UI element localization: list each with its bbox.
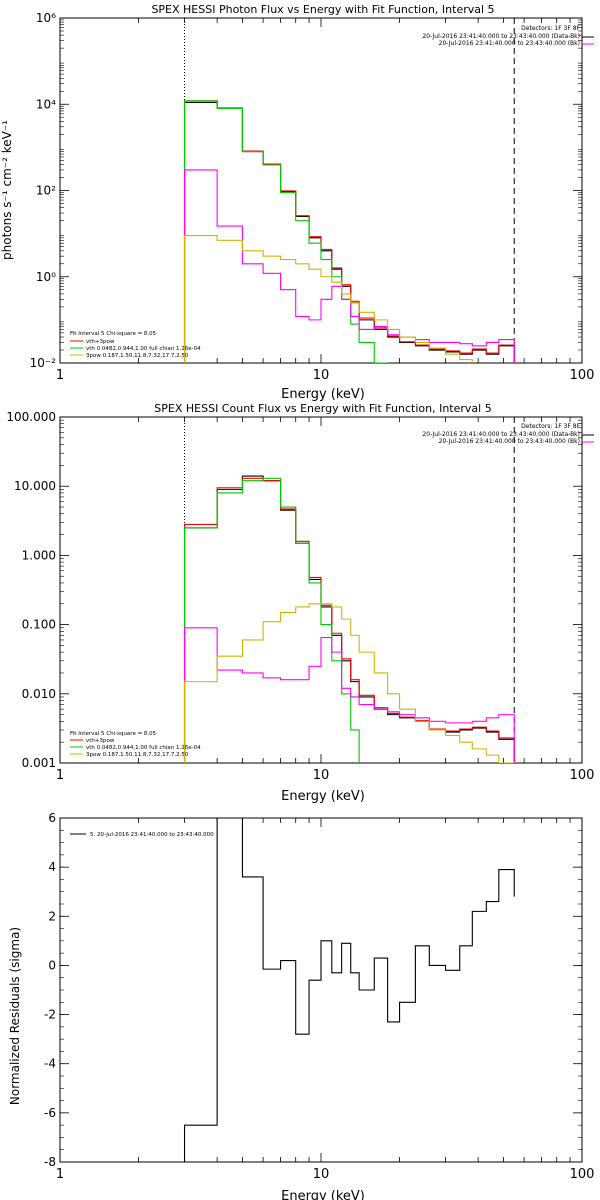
y-tick-label: -6	[44, 1106, 56, 1120]
y-tick-label: 10⁻²	[30, 356, 57, 370]
x-tick-label: 100	[570, 368, 595, 383]
detectors-info: Detectors: 1F 3F 8F	[521, 423, 580, 430]
fit-interval-legend: Fit Interval 5 Chi-square = 8.05	[70, 331, 157, 337]
spectrum-series-line	[183, 627, 515, 763]
spectrum-series-line	[183, 101, 515, 363]
count-flux-chart: SPEX HESSI Count Flux vs Energy with Fit…	[6, 402, 595, 804]
detectors-info: Detectors: 1F 3F 8F	[521, 25, 580, 32]
y-tick-label: 10⁰	[36, 270, 56, 284]
residual-interval-legend: 5. 20-Jul-2016 23:41:40.000 to 23:43:40.…	[90, 832, 214, 838]
y-tick-label: 10.000	[14, 479, 56, 493]
x-tick-label: 1	[56, 368, 64, 383]
x-tick-label: 10	[313, 768, 330, 783]
y-tick-label: 0	[48, 958, 56, 972]
bk-time-info: 20-Jul-2016 23:41:40.000 to 23:43:40.000…	[439, 40, 580, 47]
legend-entry-vth: vth 0.0482,0.944,1.00 full chian 1.26e-0…	[86, 745, 201, 751]
y-tick-label: 0.100	[22, 618, 56, 632]
y-tick-label: 0.010	[22, 687, 56, 701]
y-tick-label: 2	[48, 909, 56, 923]
spectrum-series-line	[183, 818, 515, 1162]
y-tick-label: -2	[44, 1008, 56, 1022]
photon-flux-chart: SPEX HESSI Photon Flux vs Energy with Fi…	[0, 3, 595, 402]
spectrum-series-line	[183, 475, 515, 763]
y-tick-label: 10⁶	[36, 11, 56, 25]
residuals-chart: Energy (keV) Normalized Residuals (sigma…	[8, 811, 595, 1200]
y-tick-label: 1.000	[22, 548, 56, 562]
data-bk-time-info: 20-Jul-2016 23:41:40.000 to 23:43:40.000…	[422, 33, 580, 40]
spectrum-series-line	[183, 603, 515, 763]
x-tick-label: 100	[570, 1167, 595, 1182]
x-tick-label: 10	[313, 368, 330, 383]
chart-title: SPEX HESSI Count Flux vs Energy with Fit…	[154, 402, 491, 415]
x-tick-label: 100	[570, 768, 595, 783]
y-tick-label: -4	[44, 1057, 56, 1071]
x-tick-label: 1	[56, 768, 64, 783]
x-axis-label: Energy (keV)	[281, 1189, 365, 1200]
y-tick-label: 10⁴	[36, 97, 56, 111]
spectrum-series-line	[183, 169, 515, 363]
y-tick-label: 6	[48, 811, 56, 825]
x-axis-label: Energy (keV)	[281, 789, 365, 804]
y-tick-label: 4	[48, 860, 56, 874]
x-tick-label: 1	[56, 1167, 64, 1182]
y-axis-label: photons s⁻¹ cm⁻² keV⁻¹	[0, 120, 14, 260]
spectrum-series-line	[183, 235, 473, 363]
x-tick-label: 10	[313, 1167, 330, 1182]
y-axis-label: Normalized Residuals (sigma)	[8, 927, 22, 1105]
data-bk-time-info: 20-Jul-2016 23:41:40.000 to 23:43:40.000…	[422, 431, 580, 438]
legend-entry-vth: vth 0.0482,0.944,1.00 full chian 1.26e-0…	[86, 346, 201, 352]
legend-entry-total: vth+3pow	[86, 339, 115, 345]
y-tick-label: 100.000	[6, 410, 56, 424]
legend-entry-3pow: 3pow 0.187,1.50,11.8,7.32,17.7,2.50	[86, 353, 189, 359]
y-tick-label: 10²	[36, 184, 56, 198]
chart-title: SPEX HESSI Photon Flux vs Energy with Fi…	[151, 3, 494, 16]
spectrum-series-line	[183, 477, 515, 763]
legend-entry-total: vth+3pow	[86, 738, 115, 744]
y-tick-label: -8	[44, 1155, 56, 1169]
legend-entry-3pow: 3pow 0.187,1.50,11.8,7.32,17.7,2.50	[86, 752, 189, 758]
spectrum-series-line	[183, 100, 515, 363]
fit-interval-legend: Fit Interval 5 Chi-square = 8.05	[70, 731, 157, 737]
y-tick-label: 0.001	[22, 756, 56, 770]
spectrum-series-line	[183, 477, 360, 763]
x-axis-label: Energy (keV)	[281, 387, 365, 402]
bk-time-info: 20-Jul-2016 23:41:40.000 to 23:43:40.000…	[439, 438, 580, 445]
